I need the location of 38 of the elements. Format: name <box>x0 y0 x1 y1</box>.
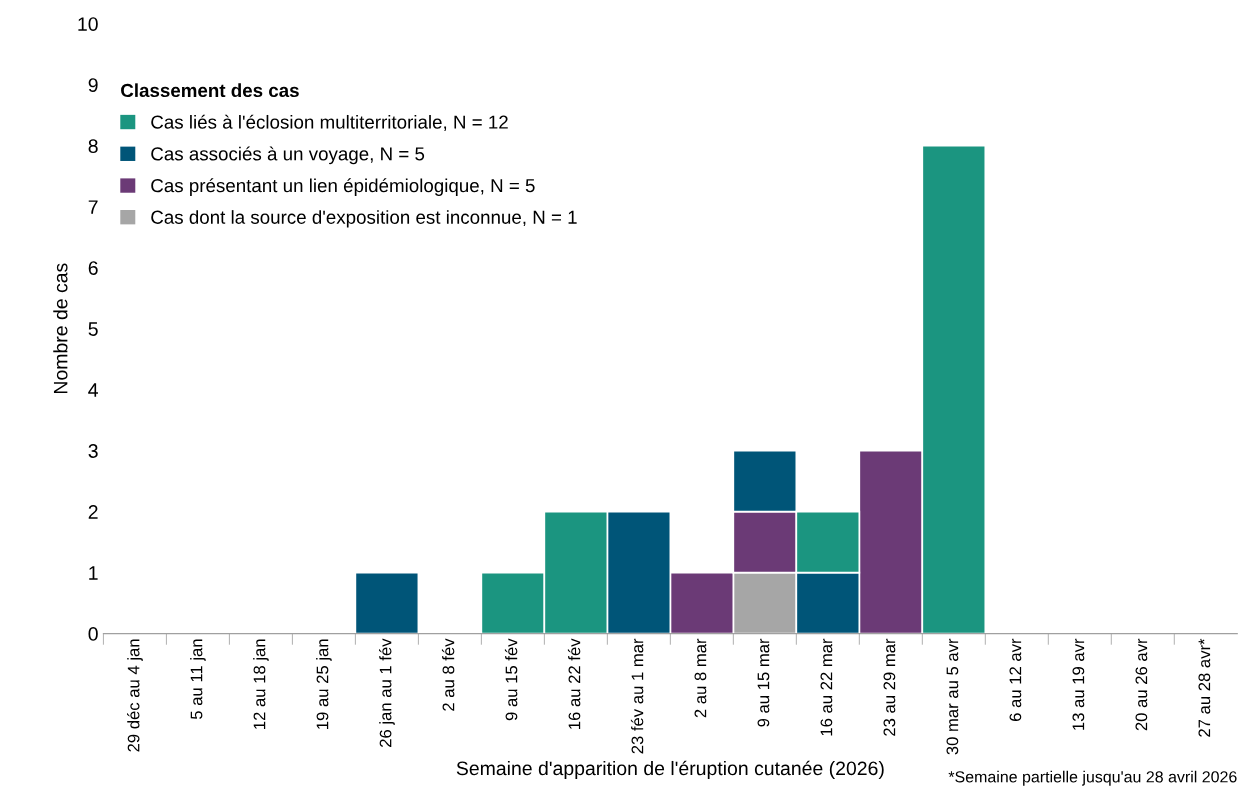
x-tick-label: 2 au 8 fév <box>441 638 455 711</box>
y-tick-label: 3 <box>88 444 98 458</box>
bar <box>354 571 420 634</box>
x-tick-label: 23 au 29 mar <box>883 638 896 736</box>
y-tick-label: 6 <box>88 261 98 275</box>
y-tick-label: 10 <box>78 17 98 31</box>
x-tick-label: 9 au 15 mar <box>757 638 770 727</box>
y-tick-label: 8 <box>88 139 98 153</box>
text: *Semaine partielle jusqu'au 28 avril 2026 <box>948 770 1237 786</box>
x-tick-label: 19 au 25 jan <box>316 639 332 729</box>
x-tick-label: 16 au 22 fév <box>567 638 581 729</box>
x-tick-label: 13 au 19 avr <box>1072 638 1085 730</box>
y-tick-label: 4 <box>88 383 98 397</box>
y-tick-label: 1 <box>89 566 98 580</box>
legend-title: Classement des cas <box>121 83 299 98</box>
x-tick-label: 6 au 12 avr <box>1009 638 1022 721</box>
y-tick-label: 9 <box>88 78 98 92</box>
legend-label: Cas dont la source d'exposition est inconnue, N = 1 <box>151 210 577 228</box>
x-tick-label: 16 au 22 mar <box>820 638 833 736</box>
legend-label: Cas présentant un lien épidémiologique, N = 5 <box>151 178 535 196</box>
y-tick-label: 7 <box>88 200 98 214</box>
x-tick-label: 23 fév au 1 mar <box>630 638 644 754</box>
x-tick-label: 29 déc au 4 jan <box>127 639 143 752</box>
x-tick-label: 30 mar au 5 avr <box>946 638 959 755</box>
legend-label: Cas associés à un voyage, N = 5 <box>151 146 425 165</box>
x-tick-label: 9 au 15 fév <box>504 638 518 721</box>
x-tick-label: 20 au 26 avr <box>1135 638 1148 731</box>
y-tick-label: 0 <box>88 627 98 641</box>
y-tick-label: 5 <box>88 322 98 336</box>
x-axis-title: Semaine d'apparition de l'éruption cutanée (2026) <box>456 760 884 780</box>
x-tick-label: 2 au 8 mar <box>694 638 707 718</box>
x-tick-label: 26 jan au 1 fév <box>379 638 395 747</box>
y-axis-title: Nombre de cas <box>53 263 68 393</box>
x-tick-label: 12 au 18 jan <box>253 639 269 729</box>
x-tick-label: 27 au 28 avr* <box>1198 638 1211 737</box>
legend-label: Cas liés à l'éclosion multiterritoriale, N = 12 <box>151 114 508 131</box>
y-tick-label: 2 <box>88 505 98 519</box>
x-tick-label: 5 au 11 jan <box>190 639 206 720</box>
